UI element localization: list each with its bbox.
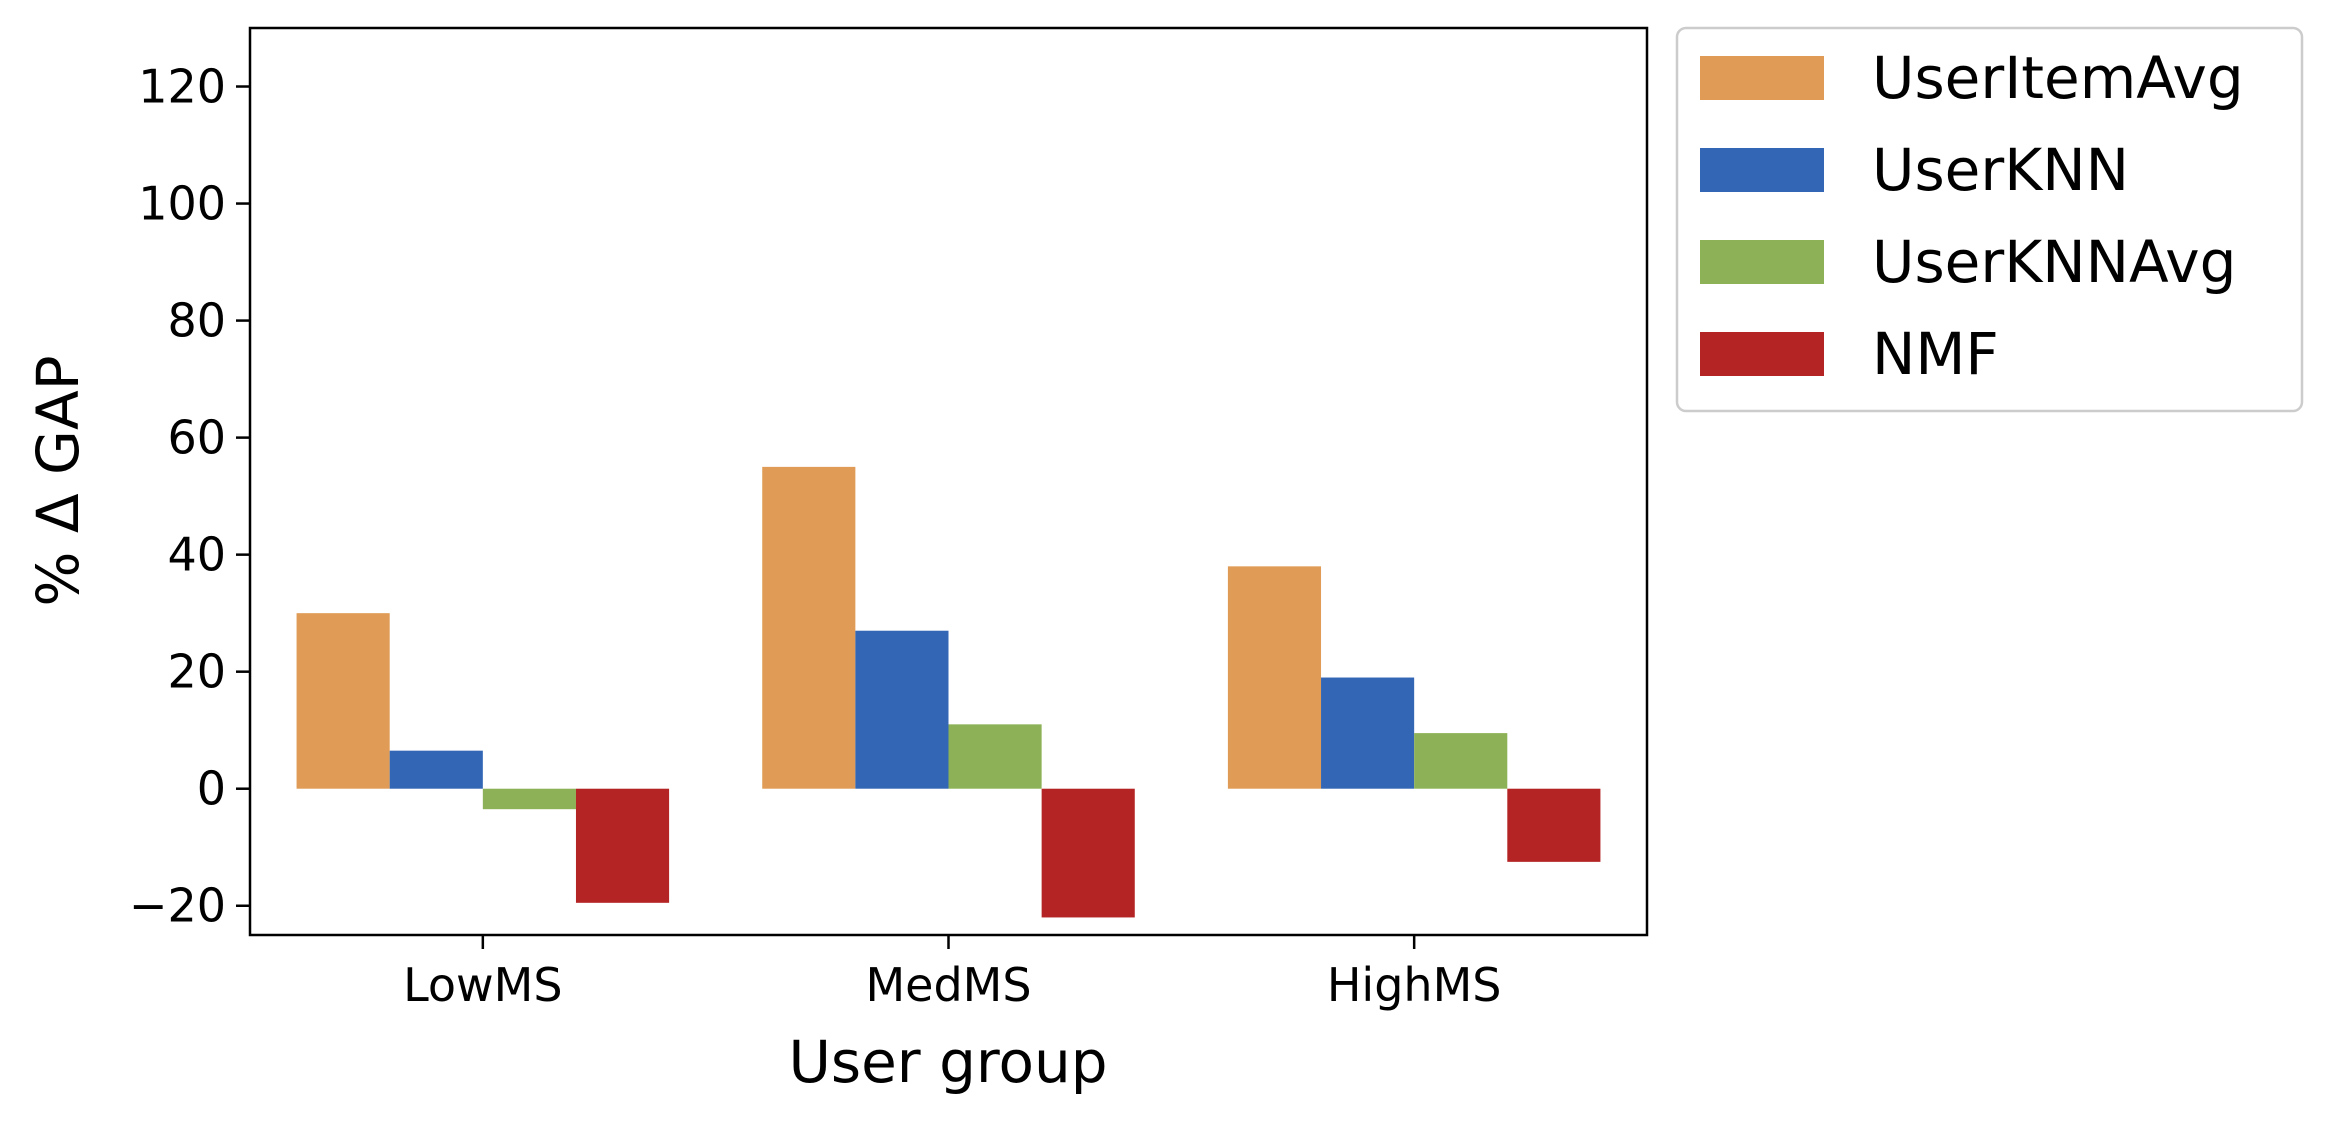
y-tick-label: 40: [167, 528, 226, 582]
y-tick-label: 80: [167, 294, 226, 348]
bar-NMF-MedMS: [1041, 788, 1135, 918]
x-tick-label: MedMS: [865, 958, 1031, 1012]
bar-NMF-HighMS: [1507, 788, 1601, 862]
legend-swatch: [1700, 148, 1824, 192]
y-tick-label: 60: [167, 411, 226, 465]
legend: UserItemAvg UserKNN UserKNNAvg NMF: [1675, 26, 2304, 413]
legend-label: UserKNNAvg: [1872, 228, 2236, 296]
bar-UserKNN-MedMS: [855, 630, 949, 789]
bar-UserItemAvg-LowMS: [296, 613, 390, 789]
legend-swatch: [1700, 56, 1824, 100]
bar-UserKNNAvg-MedMS: [948, 724, 1042, 789]
legend-swatch: [1700, 240, 1824, 284]
legend-label: UserKNN: [1872, 136, 2129, 204]
x-axis: LowMS MedMS HighMS: [403, 935, 1501, 1012]
legend-label: UserItemAvg: [1872, 44, 2244, 112]
x-axis-label: User group: [788, 1028, 1107, 1096]
plot-frame: [248, 26, 1649, 937]
bar-UserItemAvg-HighMS: [1227, 566, 1322, 789]
bar-UserKNNAvg-HighMS: [1414, 733, 1508, 789]
legend-label: NMF: [1872, 320, 1999, 388]
bar-UserKNN-HighMS: [1321, 677, 1415, 789]
x-tick-label: HighMS: [1327, 958, 1502, 1012]
legend-frame: [1675, 26, 2304, 413]
bar-UserKNNAvg-LowMS: [482, 788, 576, 810]
bar-NMF-LowMS: [575, 788, 670, 903]
x-tick-label: LowMS: [403, 958, 562, 1012]
y-tick-label: 0: [197, 762, 226, 816]
y-tick-label: 20: [167, 645, 226, 699]
bar-UserKNN-LowMS: [389, 750, 483, 789]
y-tick-label: 100: [138, 177, 226, 231]
y-tick-label: 120: [138, 60, 226, 114]
y-axis-label: % Δ GAP: [24, 355, 92, 606]
bar-UserItemAvg-MedMS: [762, 466, 856, 789]
y-tick-label: −20: [129, 879, 226, 933]
bars-layer: [296, 466, 1601, 918]
legend-swatch: [1700, 332, 1824, 376]
y-axis: −20 0 20 40 60 80 100 120: [129, 60, 250, 933]
